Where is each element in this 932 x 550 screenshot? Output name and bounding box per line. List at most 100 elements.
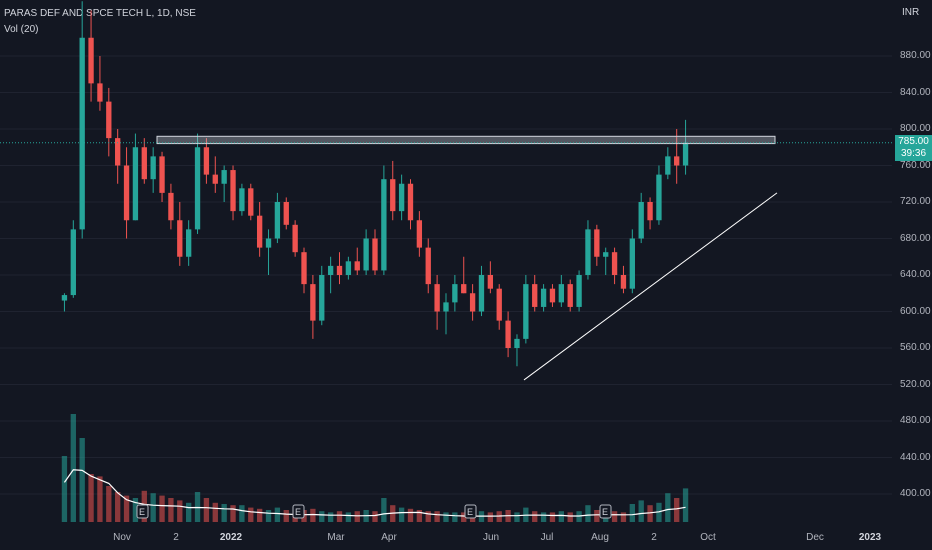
volume-bar [132, 498, 139, 522]
candle-body [168, 192, 174, 221]
candle-body [256, 215, 263, 248]
candle-body [61, 295, 68, 301]
candle-body [452, 284, 458, 303]
candle-body [682, 142, 689, 166]
volume-bar [567, 512, 573, 522]
volume-bar [159, 495, 165, 522]
candle-body [638, 202, 644, 239]
candle-body [363, 238, 369, 271]
candle-body [97, 83, 103, 102]
volume-bar [434, 511, 440, 522]
candle-body [469, 293, 476, 312]
earnings-marker [136, 504, 149, 519]
earnings-marker [599, 504, 612, 519]
time-tick: 2023 [858, 532, 882, 543]
volume-bar [79, 438, 85, 522]
candle-body [540, 288, 547, 307]
candle-body [611, 252, 618, 275]
volume-bar [372, 511, 378, 522]
volume-bar [354, 511, 360, 522]
candle-body [461, 284, 467, 294]
time-tick: Apr [381, 532, 397, 543]
candle-body [336, 265, 343, 275]
time-tick: Mar [327, 532, 345, 543]
earnings-marker [292, 504, 305, 519]
candle-body [532, 284, 538, 307]
candle-body [674, 156, 680, 166]
volume-bar [248, 507, 254, 522]
candle-body [416, 220, 423, 248]
candle-body [620, 275, 627, 289]
candle-body [390, 179, 396, 212]
candle-body [629, 238, 635, 289]
volume-bar [452, 512, 458, 522]
volume-bar [674, 498, 680, 522]
price-tick: 680.00 [900, 232, 931, 244]
price-tick: 720.00 [900, 196, 931, 207]
candle-body [301, 252, 307, 285]
volume-bar [115, 492, 121, 522]
volume-bar [647, 505, 653, 522]
volume-bar [88, 474, 94, 522]
candle-body [141, 147, 147, 180]
volume-bar [97, 476, 103, 522]
price-tick: 800.00 [900, 123, 931, 134]
volume-bar [585, 505, 591, 522]
candle-body [505, 320, 511, 348]
candle-body [381, 179, 387, 271]
volume-bar [558, 511, 564, 522]
candle-body [265, 238, 272, 248]
resistance-zone [156, 135, 776, 145]
volume-bar [186, 502, 192, 522]
candle-body [88, 37, 94, 84]
candle-body [514, 338, 520, 348]
volume-bar [256, 508, 263, 522]
earnings-marker-label: E [467, 507, 473, 517]
volume-bar [283, 510, 289, 522]
volume-bar [177, 500, 183, 522]
candle-body [327, 265, 334, 275]
volume-bar [461, 512, 467, 522]
volume-bar [274, 507, 281, 522]
volume-bar [123, 495, 130, 522]
candle-body [425, 247, 431, 285]
time-tick: 2 [651, 532, 657, 543]
price-tick: 600.00 [900, 305, 931, 317]
candle-body [345, 261, 352, 275]
volume-bar [638, 500, 644, 522]
trendline [523, 192, 778, 381]
volume-bar [345, 512, 352, 522]
price-tick: 560.00 [900, 342, 931, 353]
volume-bar [398, 507, 405, 522]
volume-bar [70, 414, 76, 522]
candle-body [487, 275, 494, 289]
volume-bar [407, 508, 414, 522]
candle-body [150, 156, 156, 180]
indicator-label[interactable]: Vol (20) [4, 24, 39, 35]
candle-body [647, 202, 653, 221]
candle-body [221, 170, 227, 184]
candle-body [79, 37, 85, 230]
volume-bar [327, 512, 334, 522]
time-tick: Nov [113, 532, 131, 543]
volume-bar [443, 512, 449, 522]
candle-body [496, 288, 502, 321]
candle-body [558, 284, 564, 303]
price-tick: 400.00 [900, 488, 931, 499]
candle-body [123, 165, 130, 221]
volume-bar [221, 504, 227, 522]
candle-body [194, 147, 201, 230]
volume-bar [611, 511, 618, 522]
volume-bar [416, 510, 423, 522]
candle-body [274, 202, 281, 239]
earnings-marker-label: E [602, 507, 608, 517]
volume-bar [620, 512, 627, 522]
candle-body [186, 229, 192, 257]
time-tick: 2 [173, 532, 179, 543]
candle-body [665, 156, 671, 175]
candle-body [354, 261, 360, 271]
candle-body [434, 284, 440, 312]
volume-bar [265, 510, 272, 522]
volume-bar [212, 502, 218, 522]
